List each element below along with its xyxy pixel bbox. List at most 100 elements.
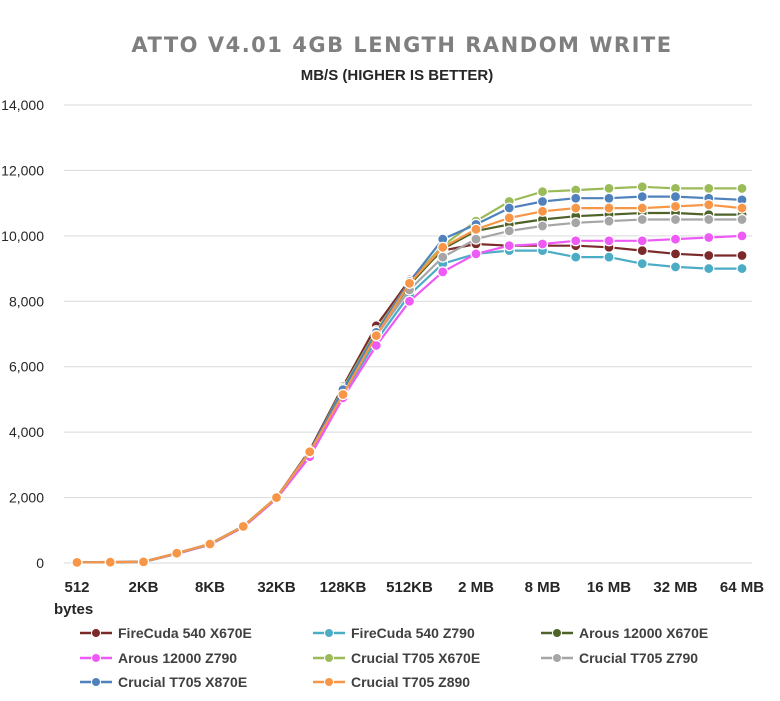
x-tick-label: 32 MB [653, 579, 697, 596]
y-tick-label: 10,000 [1, 228, 44, 244]
data-point [703, 262, 715, 275]
data-point [669, 261, 682, 273]
data-point [337, 388, 349, 401]
data-point [470, 223, 482, 235]
x-axis: 512 2KB 8KB 32KB 128KB 512KB 2 MB 8 MB 16 MB 32 M… [64, 579, 764, 596]
chart-subtitle: MB/S (HIGHER IS BETTER) [301, 67, 494, 84]
legend-marker [552, 653, 562, 663]
data-point [570, 202, 582, 214]
y-tick-label: 12,000 [1, 162, 44, 178]
legend-item: Crucial T705 Z890 [313, 674, 470, 690]
data-point [536, 186, 549, 198]
data-point [437, 241, 449, 253]
x-tick-label: 128KB [320, 579, 367, 596]
data-point [437, 251, 449, 263]
data-point [603, 215, 615, 227]
legend-item: FireCuda 540 Z790 [313, 625, 475, 641]
legend-label: FireCuda 540 Z790 [351, 625, 475, 641]
data-point [470, 233, 482, 245]
data-point [503, 225, 515, 237]
data-point [603, 251, 615, 263]
data-point [603, 182, 615, 195]
data-point [370, 330, 382, 342]
x-tick-label: 64 MB [720, 579, 764, 596]
data-point [703, 182, 715, 195]
legend: FireCuda 540 X670E FireCuda 540 Z790 Arous… [80, 625, 708, 690]
x-tick-label: 8 MB [525, 579, 561, 596]
x-tick-label: 2KB [128, 579, 158, 596]
y-axis: 0 2,000 4,000 6,000 8,000 10,000 12,000 14,000 [1, 97, 44, 571]
data-point [603, 235, 615, 247]
data-point [636, 213, 648, 226]
legend-marker [91, 628, 101, 638]
legend-item: Arous 12000 X670E [541, 625, 708, 641]
y-tick-label: 4,000 [9, 424, 44, 440]
y-tick-label: 14,000 [1, 97, 44, 113]
data-point [237, 520, 249, 532]
legend-item: FireCuda 540 X670E [80, 625, 252, 641]
data-point [536, 195, 549, 208]
legend-marker [324, 677, 334, 687]
legend-item: Arous 12000 Z790 [80, 650, 237, 666]
x-tick-label: 512KB [386, 579, 433, 596]
data-point [603, 202, 615, 214]
data-point [570, 251, 582, 263]
legend-label: Crucial T705 Z790 [579, 650, 698, 666]
data-point [470, 248, 482, 260]
data-point [736, 230, 748, 242]
data-point [636, 202, 648, 214]
x-tick-label: 16 MB [587, 579, 631, 596]
data-point [703, 231, 715, 244]
data-point [536, 205, 549, 217]
x-tick-label: 8KB [195, 579, 225, 596]
chart-title: ATTO V4.01 4GB LENGTH RANDOM WRITE [131, 33, 672, 57]
legend-marker [91, 677, 101, 687]
y-tick-label: 8,000 [9, 293, 44, 309]
data-point [669, 213, 682, 226]
data-point [736, 213, 748, 226]
data-point [636, 191, 648, 203]
data-point [104, 556, 116, 568]
data-point [536, 238, 549, 250]
data-point [304, 446, 316, 458]
data-point [403, 277, 416, 289]
data-point [204, 538, 216, 550]
legend-item: Crucial T705 X870E [80, 674, 247, 690]
data-point [171, 547, 183, 559]
data-point [570, 235, 582, 247]
x-tick-label: 32KB [257, 579, 296, 596]
legend-item: Crucial T705 X670E [313, 650, 480, 666]
legend-label: Arous 12000 X670E [579, 625, 708, 641]
gridlines [64, 104, 752, 564]
data-point [703, 213, 715, 226]
x-axis-label: bytes [54, 601, 93, 618]
data-point [736, 202, 748, 214]
data-point [71, 556, 83, 568]
data-point [636, 235, 648, 247]
y-tick-label: 6,000 [9, 359, 44, 375]
data-point [536, 220, 549, 232]
legend-label: Arous 12000 Z790 [118, 650, 237, 666]
data-point [503, 240, 515, 252]
legend-item: Crucial T705 Z790 [541, 650, 698, 666]
data-point [570, 192, 582, 204]
legend-marker [324, 628, 334, 638]
series-line [76, 218, 742, 564]
x-tick-label: 2 MB [458, 579, 494, 596]
data-point [270, 491, 283, 504]
data-point [736, 249, 748, 262]
data-point [703, 199, 715, 211]
legend-label: FireCuda 540 X670E [118, 625, 252, 641]
data-point [503, 202, 515, 214]
legend-label: Crucial T705 X870E [118, 674, 247, 690]
data-point [137, 556, 150, 568]
data-point [636, 181, 648, 193]
data-point [703, 249, 715, 262]
data-point [669, 233, 682, 245]
legend-marker [552, 628, 562, 638]
x-tick-label: 512 [64, 579, 89, 596]
data-point [736, 182, 748, 195]
data-point [503, 212, 515, 224]
data-point [403, 295, 416, 307]
